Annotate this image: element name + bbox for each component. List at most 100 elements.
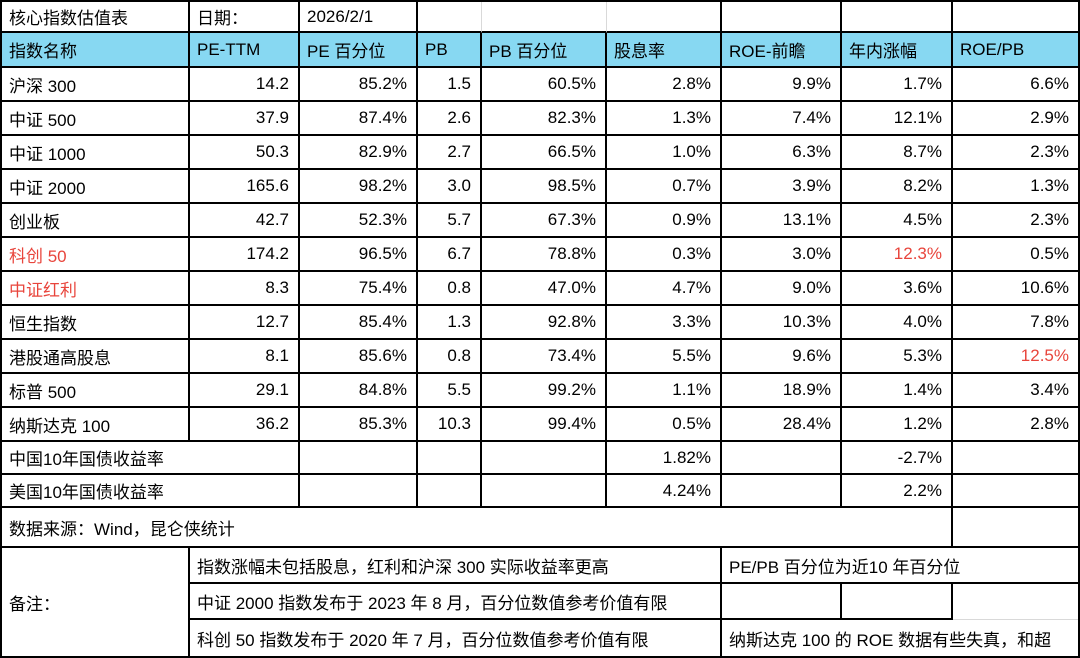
roe-pb-cell[interactable]: 2.3% bbox=[953, 136, 1078, 170]
empty-cell[interactable] bbox=[842, 584, 953, 620]
ytd-change-cell[interactable]: 8.2% bbox=[842, 170, 953, 204]
index-name-cell[interactable]: 科创 50 bbox=[2, 238, 190, 272]
roe-forward-cell[interactable]: 9.6% bbox=[722, 340, 842, 374]
pb-percentile-cell[interactable]: 99.4% bbox=[482, 408, 607, 442]
index-name-cell[interactable]: 中证红利 bbox=[2, 272, 190, 306]
ytd-change-cell[interactable]: 1.4% bbox=[842, 374, 953, 408]
pe-percentile-cell[interactable]: 84.8% bbox=[300, 374, 418, 408]
pe-ttm-cell[interactable]: 165.6 bbox=[190, 170, 300, 204]
dividend-yield-cell[interactable]: 2.8% bbox=[607, 68, 722, 102]
pb-percentile-cell[interactable]: 67.3% bbox=[482, 204, 607, 238]
ytd-change-cell[interactable]: 8.7% bbox=[842, 136, 953, 170]
empty-cell[interactable] bbox=[722, 475, 842, 508]
empty-cell[interactable] bbox=[722, 584, 842, 620]
index-name-cell[interactable]: 港股通高股息 bbox=[2, 340, 190, 374]
ytd-change-cell[interactable]: 4.0% bbox=[842, 306, 953, 340]
index-name-cell[interactable]: 中证 500 bbox=[2, 102, 190, 136]
header-pe-ttm[interactable]: PE-TTM bbox=[190, 33, 300, 68]
empty-cell[interactable] bbox=[953, 584, 1078, 620]
data-source-cell[interactable]: 数据来源：Wind，昆仑侠统计 bbox=[2, 508, 953, 548]
pe-ttm-cell[interactable]: 29.1 bbox=[190, 374, 300, 408]
roe-forward-cell[interactable]: 7.4% bbox=[722, 102, 842, 136]
roe-pb-cell[interactable]: 2.3% bbox=[953, 204, 1078, 238]
empty-cell[interactable] bbox=[953, 508, 1078, 548]
empty-cell[interactable] bbox=[482, 2, 607, 33]
empty-cell[interactable] bbox=[482, 442, 607, 475]
date-label-cell[interactable]: 日期： bbox=[190, 2, 300, 33]
roe-pb-cell[interactable]: 10.6% bbox=[953, 272, 1078, 306]
roe-pb-cell[interactable]: 2.8% bbox=[953, 408, 1078, 442]
dividend-yield-cell[interactable]: 3.3% bbox=[607, 306, 722, 340]
pe-ttm-cell[interactable]: 37.9 bbox=[190, 102, 300, 136]
dividend-yield-cell[interactable]: 0.7% bbox=[607, 170, 722, 204]
notes-label-cell[interactable]: 备注： bbox=[2, 548, 190, 656]
pe-ttm-cell[interactable]: 8.1 bbox=[190, 340, 300, 374]
pb-cell[interactable]: 5.5 bbox=[418, 374, 482, 408]
pe-ttm-cell[interactable]: 36.2 bbox=[190, 408, 300, 442]
roe-pb-cell[interactable]: 3.4% bbox=[953, 374, 1078, 408]
pb-cell[interactable]: 5.7 bbox=[418, 204, 482, 238]
dividend-yield-cell[interactable]: 1.1% bbox=[607, 374, 722, 408]
pe-percentile-cell[interactable]: 85.4% bbox=[300, 306, 418, 340]
dividend-yield-cell[interactable]: 4.7% bbox=[607, 272, 722, 306]
note-cell-2[interactable]: 中证 2000 指数发布于 2023 年 8 月，百分位数值参考价值有限 bbox=[190, 584, 722, 620]
empty-cell[interactable] bbox=[953, 475, 1078, 508]
dividend-yield-cell[interactable]: 1.3% bbox=[607, 102, 722, 136]
roe-forward-cell[interactable]: 3.9% bbox=[722, 170, 842, 204]
bond-ytd-cell[interactable]: -2.7% bbox=[842, 442, 953, 475]
pb-cell[interactable]: 3.0 bbox=[418, 170, 482, 204]
index-name-cell[interactable]: 纳斯达克 100 bbox=[2, 408, 190, 442]
ytd-change-cell[interactable]: 1.7% bbox=[842, 68, 953, 102]
pe-percentile-cell[interactable]: 75.4% bbox=[300, 272, 418, 306]
roe-forward-cell[interactable]: 18.9% bbox=[722, 374, 842, 408]
pb-cell[interactable]: 10.3 bbox=[418, 408, 482, 442]
bond-label-cell[interactable]: 美国10年国债收益率 bbox=[2, 475, 300, 508]
header-roe-forward[interactable]: ROE-前瞻 bbox=[722, 33, 842, 68]
roe-pb-cell[interactable]: 1.3% bbox=[953, 170, 1078, 204]
pb-percentile-cell[interactable]: 47.0% bbox=[482, 272, 607, 306]
index-name-cell[interactable]: 创业板 bbox=[2, 204, 190, 238]
empty-cell[interactable] bbox=[722, 442, 842, 475]
pe-percentile-cell[interactable]: 96.5% bbox=[300, 238, 418, 272]
pe-percentile-cell[interactable]: 85.3% bbox=[300, 408, 418, 442]
pe-percentile-cell[interactable]: 98.2% bbox=[300, 170, 418, 204]
pb-cell[interactable]: 0.8 bbox=[418, 272, 482, 306]
roe-forward-cell[interactable]: 10.3% bbox=[722, 306, 842, 340]
pb-cell[interactable]: 0.8 bbox=[418, 340, 482, 374]
roe-forward-cell[interactable]: 3.0% bbox=[722, 238, 842, 272]
pe-ttm-cell[interactable]: 42.7 bbox=[190, 204, 300, 238]
roe-forward-cell[interactable]: 13.1% bbox=[722, 204, 842, 238]
pb-percentile-cell[interactable]: 66.5% bbox=[482, 136, 607, 170]
pb-cell[interactable]: 2.7 bbox=[418, 136, 482, 170]
empty-cell[interactable] bbox=[418, 442, 482, 475]
pb-percentile-cell[interactable]: 73.4% bbox=[482, 340, 607, 374]
header-ytd-change[interactable]: 年内涨幅 bbox=[842, 33, 953, 68]
pb-percentile-cell[interactable]: 78.8% bbox=[482, 238, 607, 272]
header-pe-percentile[interactable]: PE 百分位 bbox=[300, 33, 418, 68]
pb-percentile-cell[interactable]: 92.8% bbox=[482, 306, 607, 340]
empty-cell[interactable] bbox=[953, 442, 1078, 475]
pb-cell[interactable]: 1.3 bbox=[418, 306, 482, 340]
pb-percentile-cell[interactable]: 99.2% bbox=[482, 374, 607, 408]
roe-forward-cell[interactable]: 9.9% bbox=[722, 68, 842, 102]
bond-label-cell[interactable]: 中国10年国债收益率 bbox=[2, 442, 300, 475]
index-name-cell[interactable]: 沪深 300 bbox=[2, 68, 190, 102]
header-pb[interactable]: PB bbox=[418, 33, 482, 68]
note-cell-1[interactable]: 指数涨幅未包括股息，红利和沪深 300 实际收益率更高 bbox=[190, 548, 722, 584]
pe-ttm-cell[interactable]: 12.7 bbox=[190, 306, 300, 340]
empty-cell[interactable] bbox=[300, 442, 418, 475]
header-index-name[interactable]: 指数名称 bbox=[2, 33, 190, 68]
ytd-change-cell[interactable]: 3.6% bbox=[842, 272, 953, 306]
roe-pb-cell[interactable]: 0.5% bbox=[953, 238, 1078, 272]
dividend-yield-cell[interactable]: 1.0% bbox=[607, 136, 722, 170]
sheet-title-cell[interactable]: 核心指数估值表 bbox=[2, 2, 190, 33]
roe-forward-cell[interactable]: 6.3% bbox=[722, 136, 842, 170]
empty-cell[interactable] bbox=[842, 2, 953, 33]
index-name-cell[interactable]: 中证 2000 bbox=[2, 170, 190, 204]
empty-cell[interactable] bbox=[482, 475, 607, 508]
pb-cell[interactable]: 6.7 bbox=[418, 238, 482, 272]
pe-ttm-cell[interactable]: 14.2 bbox=[190, 68, 300, 102]
roe-pb-cell[interactable]: 6.6% bbox=[953, 68, 1078, 102]
dividend-yield-cell[interactable]: 5.5% bbox=[607, 340, 722, 374]
pb-percentile-cell[interactable]: 98.5% bbox=[482, 170, 607, 204]
